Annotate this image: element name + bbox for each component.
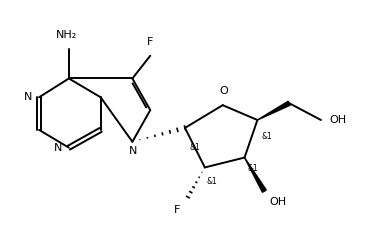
Text: &1: &1 [207, 177, 218, 186]
Text: F: F [174, 205, 180, 215]
Polygon shape [245, 158, 266, 192]
Text: &1: &1 [247, 164, 258, 174]
Text: N: N [54, 143, 62, 153]
Text: F: F [147, 37, 153, 47]
Text: O: O [219, 86, 228, 96]
Text: &1: &1 [190, 143, 201, 152]
Text: OH: OH [269, 197, 287, 207]
Text: OH: OH [329, 115, 346, 125]
Polygon shape [257, 101, 290, 120]
Text: NH₂: NH₂ [56, 30, 77, 40]
Text: N: N [129, 146, 138, 156]
Text: N: N [24, 92, 32, 102]
Text: &1: &1 [261, 132, 272, 141]
